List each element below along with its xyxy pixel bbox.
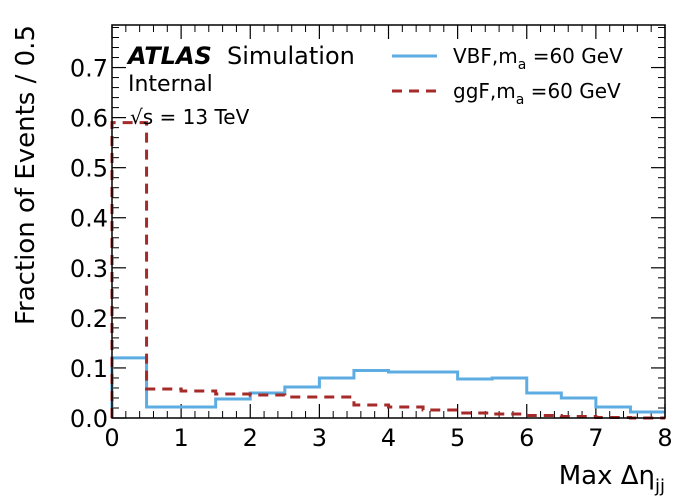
legend-label-ggf: ggF,ma =60 GeV: [453, 79, 621, 108]
legend-label-vbf: VBF,ma =60 GeV: [453, 44, 623, 73]
x-axis-title-main: Max Δη: [559, 461, 655, 491]
axis-tick-labels: 0 1 2 3 4 5 6 7 8 0.0 0.1 0.2 0.3 0.4 0.5 0.6 0.7: [70, 55, 673, 452]
y-tick-label: 0.1: [70, 355, 108, 383]
legend-vbf-sub: a: [518, 57, 527, 73]
y-tick-label: 0.7: [70, 55, 108, 83]
legend-ggf-name: ggF,m: [453, 79, 516, 103]
y-tick-label: 0.2: [70, 305, 108, 333]
energy-label: √s = 13 TeV: [130, 105, 250, 129]
x-tick-label: 2: [243, 424, 258, 452]
y-tick-label: 0.4: [70, 205, 108, 233]
energy-sqrt: √s: [130, 105, 153, 129]
x-tick-label: 0: [104, 424, 119, 452]
x-tick-label: 1: [173, 424, 188, 452]
y-axis-title: Fraction of Events / 0.5: [11, 25, 41, 325]
x-tick-label: 3: [312, 424, 327, 452]
x-tick-label: 4: [381, 424, 396, 452]
internal-label: Internal: [128, 72, 213, 97]
series-layer: [110, 121, 665, 420]
x-tick-label: 7: [588, 424, 603, 452]
x-tick-label: 8: [657, 424, 672, 452]
simulation-label: Simulation: [227, 42, 355, 70]
y-tick-label: 0.3: [70, 255, 108, 283]
y-tick-label: 0.0: [70, 405, 108, 433]
legend-vbf-name: VBF,m: [453, 44, 518, 68]
legend-vbf-suffix: =60 GeV: [526, 44, 623, 68]
ggf-histogram: [110, 121, 665, 420]
x-tick-label: 5: [450, 424, 465, 452]
vbf-histogram: [110, 356, 665, 418]
y-tick-label: 0.5: [70, 155, 108, 183]
legend-ggf-suffix: =60 GeV: [524, 79, 621, 103]
x-axis-title: Max Δηjj: [559, 461, 665, 497]
atlas-label: ATLAS: [126, 42, 212, 70]
plot-frame: [111, 24, 666, 419]
energy-value: = 13 TeV: [153, 105, 249, 129]
legend: VBF,ma =60 GeV ggF,ma =60 GeV: [392, 44, 623, 108]
y-tick-label: 0.6: [70, 105, 108, 133]
legend-ggf-sub: a: [516, 92, 525, 108]
x-tick-label: 6: [519, 424, 534, 452]
x-axis-title-sub: jj: [654, 476, 665, 497]
